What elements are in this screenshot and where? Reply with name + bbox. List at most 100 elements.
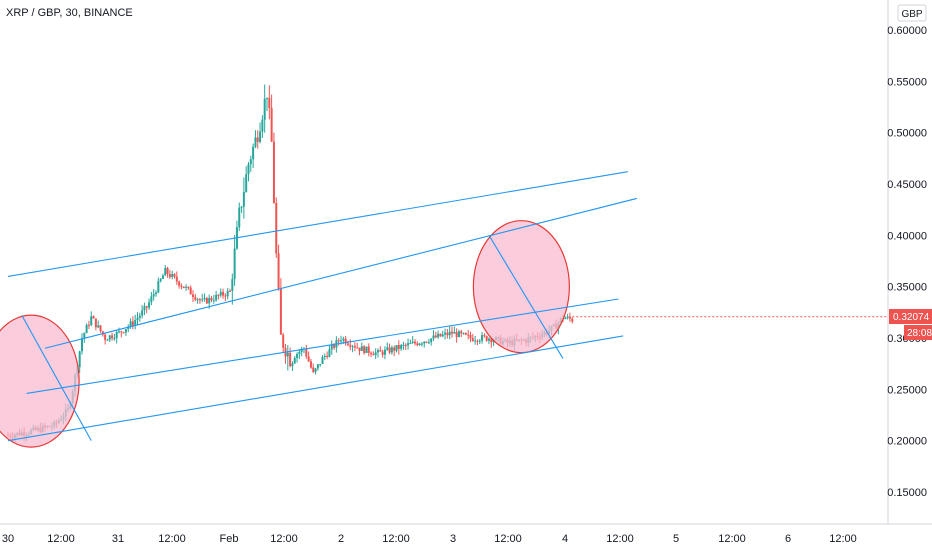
time-axis[interactable]: 30 12:00 31 12:00 Feb 12:00 2 12:00 3 12:00 4 12:00… bbox=[2, 533, 857, 545]
candle-body bbox=[252, 146, 255, 160]
candle-body bbox=[198, 299, 201, 301]
price-tick-label: 0.15000 bbox=[887, 487, 927, 499]
candle-body bbox=[321, 356, 324, 364]
candle-body bbox=[344, 338, 347, 344]
candle-body bbox=[166, 267, 169, 274]
candle-body bbox=[185, 286, 188, 288]
candle-body bbox=[462, 333, 465, 335]
highlight-circle[interactable] bbox=[472, 220, 570, 354]
highlight-circle[interactable] bbox=[0, 314, 80, 448]
candle-body bbox=[108, 335, 111, 340]
time-tick-label: 12:00 bbox=[158, 533, 186, 545]
candle-body bbox=[129, 321, 132, 327]
candle-body bbox=[460, 331, 463, 334]
candle-body bbox=[201, 299, 204, 301]
candle-body bbox=[370, 352, 373, 355]
candle-body bbox=[353, 346, 356, 348]
candle-body bbox=[464, 333, 467, 335]
candle-body bbox=[337, 340, 340, 342]
candle-body bbox=[312, 367, 315, 372]
candle-body bbox=[298, 351, 301, 355]
price-tick-label: 0.50000 bbox=[887, 128, 927, 140]
candle-body bbox=[208, 297, 211, 304]
candle-body bbox=[319, 363, 322, 365]
trend-line[interactable] bbox=[7, 171, 628, 277]
candle-body bbox=[425, 341, 428, 343]
candle-body bbox=[568, 316, 571, 319]
candle-body bbox=[467, 334, 470, 336]
candle-body bbox=[171, 274, 174, 278]
candle-body bbox=[99, 325, 102, 332]
candle-body bbox=[309, 361, 312, 368]
candle-body bbox=[141, 310, 144, 316]
candle-body bbox=[478, 340, 481, 342]
candle-body bbox=[457, 331, 460, 338]
candle-body bbox=[224, 295, 227, 297]
candle-body bbox=[289, 352, 292, 367]
candle-body bbox=[383, 349, 386, 355]
time-tick-label: 2 bbox=[338, 533, 344, 545]
candle-body bbox=[453, 332, 456, 334]
candle-body bbox=[85, 324, 88, 334]
candle-body bbox=[233, 248, 236, 280]
candle-body bbox=[379, 350, 382, 352]
candle-body bbox=[286, 352, 289, 357]
candle-body bbox=[155, 292, 157, 295]
candle-body bbox=[81, 338, 83, 352]
candle-body bbox=[571, 318, 574, 322]
currency-label: GBP bbox=[901, 9, 922, 20]
time-tick-label: 12:00 bbox=[270, 533, 298, 545]
candle-body bbox=[118, 331, 120, 333]
time-tick-label: 12:00 bbox=[718, 533, 746, 545]
candle-body bbox=[256, 137, 259, 142]
candle-body bbox=[113, 338, 116, 340]
price-tick-label: 0.35000 bbox=[887, 282, 927, 294]
trend-line[interactable] bbox=[44, 197, 638, 349]
candle-body bbox=[407, 343, 410, 346]
candle-body bbox=[409, 343, 412, 345]
time-tick-label: 31 bbox=[112, 533, 124, 545]
candle-body bbox=[106, 339, 109, 341]
candle-body bbox=[231, 279, 234, 292]
candle-body bbox=[254, 137, 257, 147]
candle-body bbox=[124, 329, 127, 333]
currency-badge[interactable] bbox=[897, 4, 927, 22]
candle-body bbox=[238, 207, 241, 228]
candle-body bbox=[270, 108, 273, 142]
trend-line[interactable] bbox=[21, 315, 92, 441]
candle-body bbox=[194, 297, 197, 300]
candle-body bbox=[263, 98, 266, 120]
candle-body bbox=[358, 347, 361, 351]
trend-line[interactable] bbox=[7, 335, 624, 442]
candle-body bbox=[293, 357, 296, 364]
candle-body bbox=[566, 316, 569, 319]
candle-body bbox=[427, 342, 430, 344]
candle-body bbox=[439, 333, 442, 337]
candle-body bbox=[400, 345, 403, 349]
candle-body bbox=[115, 332, 118, 339]
current-price-badge bbox=[889, 309, 932, 324]
candle-body bbox=[240, 206, 243, 208]
candle-body bbox=[390, 347, 393, 353]
trend-line[interactable] bbox=[488, 235, 564, 359]
candle-body bbox=[441, 334, 444, 337]
candle-body bbox=[219, 291, 222, 296]
candle-body bbox=[393, 347, 396, 351]
candle-body bbox=[340, 340, 342, 342]
candle-body bbox=[157, 281, 160, 293]
candle-body bbox=[173, 274, 176, 277]
candle-body bbox=[212, 300, 215, 302]
trend-line[interactable] bbox=[26, 298, 619, 394]
candle-body bbox=[469, 334, 472, 339]
candle-body bbox=[291, 363, 294, 367]
candle-body bbox=[420, 343, 423, 345]
price-axis[interactable]: 0.60000 0.55000 0.50000 0.45000 0.40000 0.350… bbox=[887, 25, 927, 499]
candle-body bbox=[414, 341, 416, 344]
candle-body bbox=[222, 291, 225, 296]
price-tick-label: 0.45000 bbox=[887, 179, 927, 191]
candle-body bbox=[430, 338, 433, 343]
candle-body bbox=[245, 174, 248, 192]
candle-body bbox=[474, 340, 477, 342]
